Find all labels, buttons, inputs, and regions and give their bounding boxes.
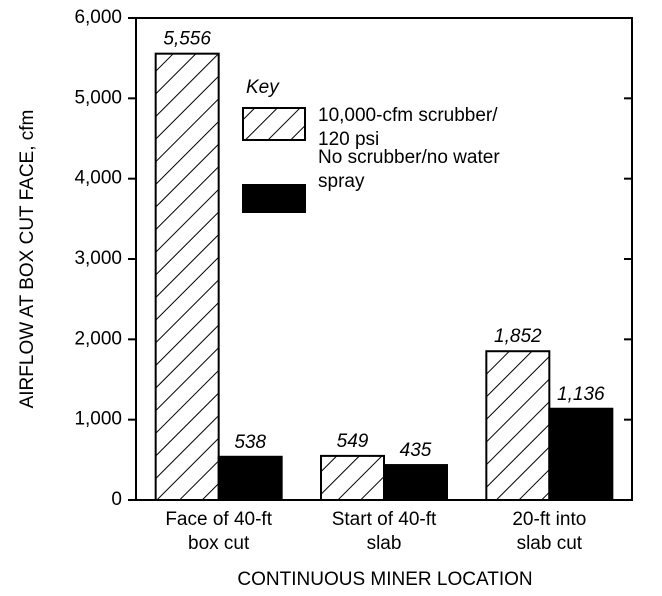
legend-title: Key xyxy=(246,77,280,98)
bar xyxy=(383,464,448,501)
x-tick-label: Start of 40-ft slab xyxy=(331,509,437,554)
y-tick-label: 4,000 xyxy=(74,168,122,189)
legend-label: 10,000-cfm scrubber/ 120 psi xyxy=(318,105,498,150)
y-axis-title: AIRFLOW AT BOX CUT FACE, cfm xyxy=(17,110,38,409)
value-label: 1,136 xyxy=(557,384,605,405)
bar xyxy=(154,52,220,501)
x-tick-label: Face of 40-ft box cut xyxy=(165,509,272,554)
x-tick-label: 20-ft into slab cut xyxy=(512,509,587,554)
legend-label: No scrubber/no water spray xyxy=(318,147,500,192)
value-label: 549 xyxy=(337,431,369,452)
value-label: 1,852 xyxy=(494,326,542,347)
legend-swatch xyxy=(242,184,306,213)
value-label: 538 xyxy=(234,432,266,453)
x-axis-title: CONTINUOUS MINER LOCATION xyxy=(237,569,532,590)
bar xyxy=(548,407,614,501)
value-label: 435 xyxy=(400,440,432,461)
y-tick-label: 0 xyxy=(111,489,122,510)
y-tick-label: 2,000 xyxy=(74,328,122,349)
plot-frame xyxy=(135,17,633,501)
legend-swatch xyxy=(242,107,306,141)
y-tick-label: 3,000 xyxy=(74,248,122,269)
y-tick-label: 1,000 xyxy=(74,409,122,430)
y-tick-label: 6,000 xyxy=(74,7,122,28)
bar xyxy=(485,350,551,501)
value-label: 5,556 xyxy=(163,29,211,50)
bar xyxy=(217,455,283,502)
bar xyxy=(320,454,385,502)
y-tick-label: 5,000 xyxy=(74,87,122,108)
